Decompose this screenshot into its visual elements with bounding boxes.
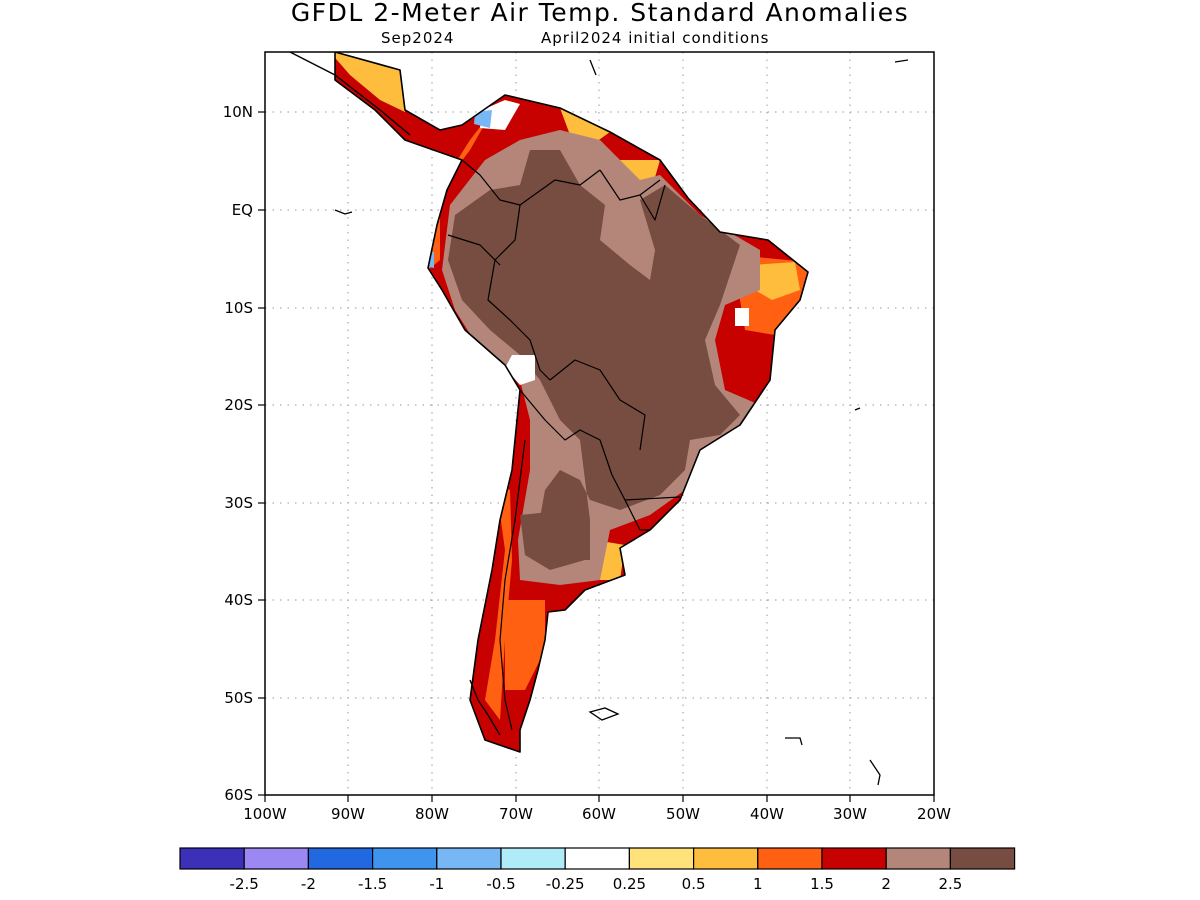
lon-label: 70W (499, 805, 533, 823)
anomaly-white-pocket (735, 308, 749, 326)
colorbar-swatch (949, 847, 1016, 870)
colorbar-swatch (692, 847, 759, 870)
colorbar-label: -1 (429, 875, 444, 893)
colorbar-swatch (628, 847, 695, 870)
colorbar-label: -0.25 (546, 875, 585, 893)
coastline (334, 52, 809, 753)
colorbar-label: 2.5 (938, 875, 962, 893)
islands (334, 59, 909, 786)
lon-label: 30W (833, 805, 867, 823)
colorbar-label: -2 (301, 875, 316, 893)
lat-label: EQ (232, 201, 253, 219)
lon-label: 50W (666, 805, 700, 823)
lon-label: 90W (331, 805, 365, 823)
anomaly-argentina-brown (520, 510, 585, 570)
forecast-month: Sep2024 (381, 29, 455, 47)
latitude-axis: 10N EQ 10S 20S 30S 40S 50S 60S (223, 103, 265, 804)
colorbar-label: -1.5 (358, 875, 387, 893)
lon-label: 100W (243, 805, 287, 823)
country-borders (447, 159, 681, 731)
colorbar-swatch (564, 847, 631, 870)
anomaly-brown-core (448, 150, 740, 560)
anomaly-chile-coast (485, 485, 512, 720)
initial-conditions: April2024 initial conditions (541, 29, 770, 47)
colorbar-swatch (436, 847, 502, 870)
colorbar-swatch (500, 847, 566, 870)
colorbar-swatch (372, 847, 438, 870)
colorbar-label: -2.5 (230, 875, 259, 893)
colorbar-label: -0.5 (486, 875, 515, 893)
colorbar-label: 0.25 (613, 875, 646, 893)
lat-label: 40S (224, 591, 253, 609)
lon-label: 80W (415, 805, 449, 823)
lat-label: 30S (224, 494, 253, 512)
colorbar-label: 2 (881, 875, 891, 893)
colorbar-swatch (307, 847, 374, 870)
anomaly-colombia-coast (428, 95, 505, 270)
lon-label: 60W (582, 805, 616, 823)
colorbar-labels: -2.5 -2 -1.5 -1 -0.5 -0.25 0.25 0.5 1 1.5 2 2.5 (230, 875, 963, 893)
lon-label: 20W (917, 805, 951, 823)
colorbar-swatch (179, 847, 245, 870)
anomaly-patagonia-orange (505, 600, 545, 690)
anomaly-blue-pocket (474, 110, 492, 128)
colorbar-swatch (885, 847, 952, 870)
lat-label: 60S (224, 786, 253, 804)
colorbar-swatch (821, 847, 887, 870)
colorbar-swatch (757, 847, 823, 870)
colorbar-swatch (243, 847, 309, 870)
lat-label: 50S (224, 689, 253, 707)
colorbar-label: 1 (753, 875, 763, 893)
colorbar-label: 0.5 (682, 875, 706, 893)
central-america-pacific-coast (289, 52, 411, 136)
longitude-axis: 100W 90W 80W 70W 60W 50W 40W 30W 20W (243, 795, 951, 823)
lat-label: 10S (224, 299, 253, 317)
lat-label: 10N (223, 103, 253, 121)
map-title: GFDL 2-Meter Air Temp. Standard Anomalie… (290, 0, 910, 27)
colorbar (179, 847, 1016, 870)
lat-label: 20S (224, 396, 253, 414)
lon-label: 40W (750, 805, 784, 823)
anomaly-white-altiplano (505, 355, 535, 385)
colorbar-label: 1.5 (810, 875, 834, 893)
anomaly-ne-brazil-yellow (752, 262, 800, 300)
